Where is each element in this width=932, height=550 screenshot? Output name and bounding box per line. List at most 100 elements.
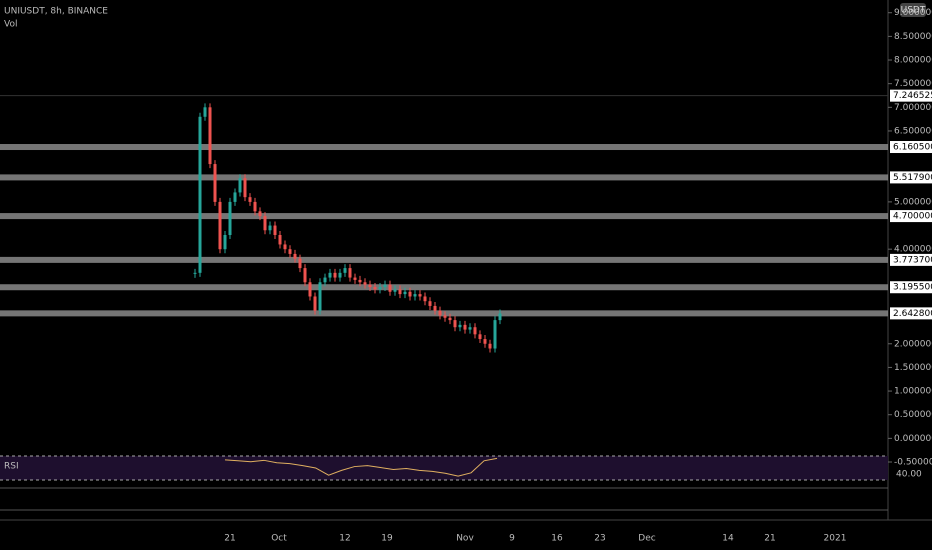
level-label: 6.16050000	[893, 143, 932, 153]
candle	[368, 284, 372, 288]
candle	[263, 216, 267, 231]
x-tick-label: 23	[594, 534, 605, 544]
y-tick-label: 8.50000000	[894, 32, 932, 42]
x-tick-label: 9	[509, 534, 515, 544]
level-band	[0, 144, 888, 151]
candle	[198, 116, 202, 273]
y-tick-label: 1.50000000	[894, 363, 932, 373]
y-tick-label: 1.00000000	[894, 387, 932, 397]
candle	[248, 197, 252, 202]
candle	[338, 272, 342, 278]
y-tick-label: 7.50000000	[894, 79, 932, 89]
rsi-value: 40.00	[896, 470, 922, 480]
candle	[498, 313, 502, 321]
candle	[448, 317, 452, 321]
candle	[403, 291, 407, 295]
level-band	[0, 256, 888, 263]
candle	[373, 287, 377, 290]
candle	[423, 296, 427, 302]
currency-badge[interactable]	[900, 3, 926, 17]
y-tick-label: 0.50000000	[894, 410, 932, 420]
level-label: 3.19550000	[893, 283, 932, 293]
candle	[293, 253, 297, 259]
candle	[463, 324, 467, 330]
candle	[428, 301, 432, 306]
candle	[358, 279, 362, 283]
candle	[223, 235, 227, 250]
candle	[488, 343, 492, 349]
candle	[288, 249, 292, 254]
x-tick-label: 2021	[824, 534, 847, 544]
candle	[318, 282, 322, 311]
candle	[343, 268, 347, 273]
candle	[378, 287, 382, 290]
candle	[213, 164, 217, 202]
candle	[333, 272, 337, 278]
marker-label: 7.24652500	[893, 91, 932, 101]
candle	[408, 291, 412, 297]
candle	[353, 277, 357, 280]
x-tick-label: Oct	[271, 534, 287, 544]
candle	[443, 315, 447, 318]
candle	[323, 277, 327, 283]
candle	[493, 320, 497, 349]
x-tick-label: Nov	[456, 534, 474, 544]
level-box	[890, 307, 932, 320]
x-tick-label: 12	[339, 534, 350, 544]
x-tick-label: 21	[764, 534, 775, 544]
candle	[398, 289, 402, 295]
candle	[303, 268, 307, 283]
rsi-name: RSI	[4, 462, 19, 472]
candle	[453, 320, 457, 328]
candle	[473, 327, 477, 335]
candle	[438, 310, 442, 316]
x-tick-label: Dec	[638, 534, 655, 544]
candle	[203, 107, 207, 117]
candle	[313, 296, 317, 311]
candle	[208, 107, 212, 165]
candle	[193, 272, 197, 274]
candle	[243, 178, 247, 198]
candle	[483, 339, 487, 344]
candle	[238, 178, 242, 193]
level-band	[0, 310, 888, 317]
candle	[268, 225, 272, 231]
x-tick-label: 14	[722, 534, 734, 544]
y-tick-label: 2.00000000	[894, 339, 932, 349]
level-box	[890, 253, 932, 266]
currency-text: USDT	[901, 6, 926, 16]
x-tick-label: 19	[381, 534, 393, 544]
y-tick-label: 4.00000000	[894, 245, 932, 255]
rsi-band	[0, 456, 888, 480]
candle	[253, 201, 257, 212]
candle	[383, 284, 387, 288]
candle	[278, 235, 282, 245]
candle	[218, 201, 222, 250]
candle	[413, 294, 417, 297]
y-tick-label: -0.50000000	[894, 458, 932, 468]
level-box	[890, 210, 932, 223]
candle	[233, 192, 237, 202]
candle	[393, 289, 397, 292]
level-band	[0, 174, 888, 181]
level-label: 3.77370000	[893, 255, 932, 265]
y-tick-label: 5.00000000	[894, 197, 932, 207]
level-label: 5.51790000	[893, 173, 932, 183]
y-tick-label: 6.50000000	[894, 126, 932, 136]
y-tick-label: 0.00000000	[894, 434, 932, 444]
candle	[328, 272, 332, 278]
symbol-title: UNIUSDT, 8h, BINANCE	[4, 7, 108, 17]
candle	[468, 327, 472, 330]
y-tick-label: 8.00000000	[894, 56, 932, 66]
candle	[458, 324, 462, 328]
x-tick-label: 21	[224, 534, 235, 544]
volume-label: Vol	[4, 20, 17, 30]
level-band	[0, 213, 888, 220]
level-box	[890, 281, 932, 294]
candle	[478, 334, 482, 340]
candle	[258, 211, 262, 217]
level-band	[0, 284, 888, 291]
candle	[418, 294, 422, 297]
level-label: 2.64280000	[893, 309, 932, 319]
